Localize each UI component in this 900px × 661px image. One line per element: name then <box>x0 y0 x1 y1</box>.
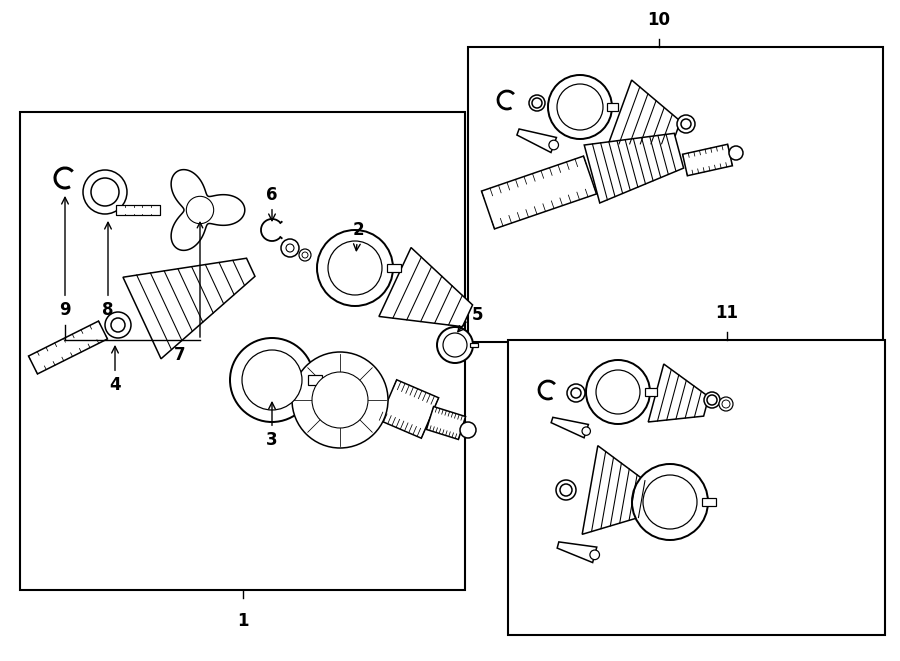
Circle shape <box>560 484 572 496</box>
Circle shape <box>242 350 302 410</box>
Circle shape <box>586 360 650 424</box>
Polygon shape <box>379 248 472 327</box>
Bar <box>20 112 465 590</box>
Circle shape <box>582 427 590 436</box>
Text: 8: 8 <box>103 222 113 319</box>
Text: 1: 1 <box>237 612 248 630</box>
Circle shape <box>704 392 720 408</box>
Polygon shape <box>517 129 556 153</box>
Circle shape <box>556 480 576 500</box>
Circle shape <box>292 352 388 448</box>
Circle shape <box>437 327 473 363</box>
Circle shape <box>557 84 603 130</box>
Polygon shape <box>171 170 245 251</box>
Polygon shape <box>682 144 733 176</box>
Circle shape <box>677 115 695 133</box>
Circle shape <box>286 244 294 252</box>
Circle shape <box>91 178 119 206</box>
Circle shape <box>299 249 311 261</box>
Circle shape <box>312 372 368 428</box>
Polygon shape <box>584 134 684 203</box>
Bar <box>608 103 618 110</box>
Polygon shape <box>123 258 255 359</box>
Circle shape <box>729 146 743 160</box>
Polygon shape <box>648 364 709 422</box>
Circle shape <box>643 475 697 529</box>
Bar <box>508 340 885 635</box>
Polygon shape <box>608 80 680 144</box>
Circle shape <box>632 464 708 540</box>
Bar <box>471 342 478 348</box>
Text: 9: 9 <box>59 198 71 319</box>
Circle shape <box>83 170 127 214</box>
Polygon shape <box>551 417 589 438</box>
Text: 2: 2 <box>352 221 364 251</box>
Circle shape <box>722 400 730 408</box>
Bar <box>116 205 160 215</box>
Circle shape <box>529 95 545 111</box>
Polygon shape <box>582 446 661 534</box>
Circle shape <box>460 422 476 438</box>
Circle shape <box>548 75 612 139</box>
Polygon shape <box>379 380 438 438</box>
Circle shape <box>596 370 640 414</box>
Circle shape <box>111 318 125 332</box>
Circle shape <box>230 338 314 422</box>
Circle shape <box>549 140 559 150</box>
Circle shape <box>719 397 733 411</box>
Circle shape <box>532 98 542 108</box>
Circle shape <box>281 239 299 257</box>
Text: 4: 4 <box>109 346 121 394</box>
Circle shape <box>443 333 467 357</box>
Circle shape <box>707 395 717 405</box>
Circle shape <box>302 252 308 258</box>
Bar <box>387 264 400 272</box>
Circle shape <box>590 550 599 560</box>
Polygon shape <box>557 542 597 563</box>
Text: 10: 10 <box>647 11 670 29</box>
Circle shape <box>328 241 382 295</box>
Circle shape <box>567 384 585 402</box>
Circle shape <box>317 230 393 306</box>
Bar <box>645 388 657 396</box>
Bar <box>702 498 716 506</box>
Polygon shape <box>482 156 597 229</box>
Text: 6: 6 <box>266 186 278 221</box>
Circle shape <box>105 312 131 338</box>
Polygon shape <box>427 407 465 440</box>
Polygon shape <box>29 321 107 374</box>
Bar <box>468 47 883 342</box>
Text: 7: 7 <box>175 346 185 364</box>
Text: 3: 3 <box>266 403 278 449</box>
Circle shape <box>186 196 213 223</box>
Bar <box>308 375 322 385</box>
Circle shape <box>571 388 581 398</box>
Text: 5: 5 <box>472 306 483 324</box>
Text: 11: 11 <box>716 304 738 322</box>
Circle shape <box>681 119 691 129</box>
